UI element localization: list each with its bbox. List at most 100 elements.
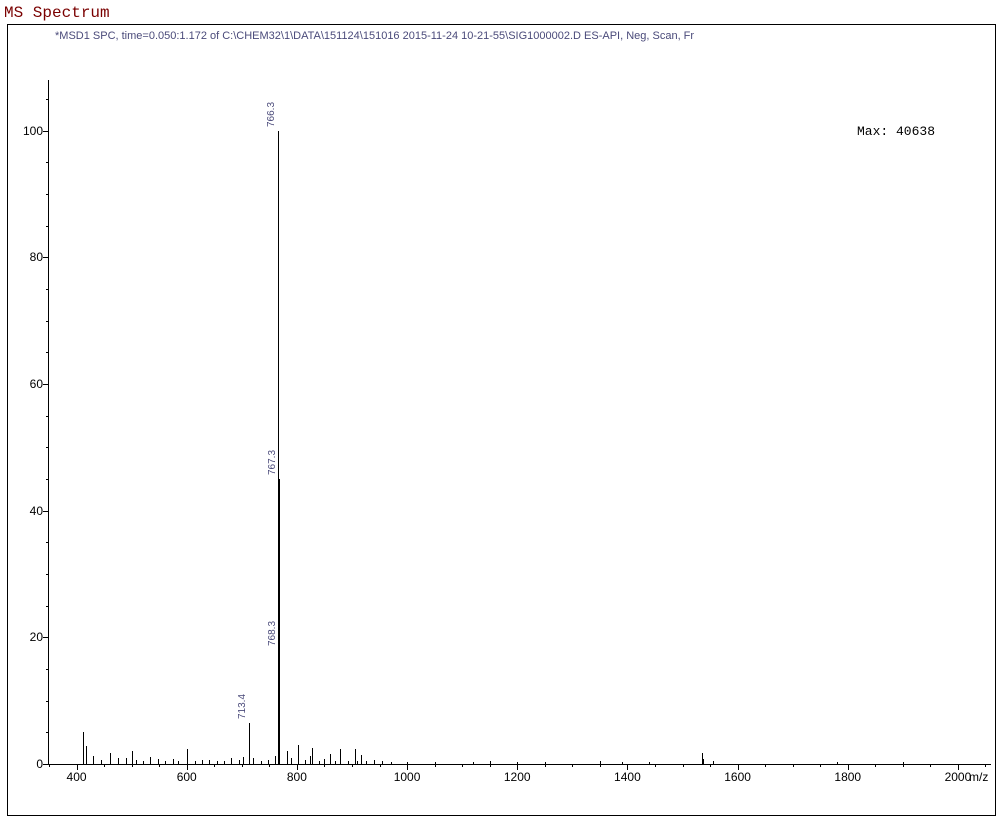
peak <box>143 761 144 764</box>
y-minor-tick <box>46 321 49 322</box>
x-minor-tick <box>572 764 573 767</box>
peak <box>713 761 714 764</box>
peak-label: 768.3 <box>267 621 278 646</box>
y-minor-tick <box>46 732 49 733</box>
x-tick-label: 600 <box>177 764 197 784</box>
peak <box>118 758 119 764</box>
peak <box>126 758 127 764</box>
peak <box>348 761 349 764</box>
peak <box>545 762 546 764</box>
x-minor-tick <box>49 764 50 767</box>
peak <box>366 761 367 764</box>
peak <box>435 762 436 764</box>
peak <box>837 762 838 764</box>
x-minor-tick <box>710 764 711 767</box>
y-minor-tick <box>46 574 49 575</box>
y-tick-label: 60 <box>30 377 49 391</box>
x-minor-tick <box>380 764 381 767</box>
peak <box>158 759 159 764</box>
x-minor-tick <box>765 764 766 767</box>
peak <box>249 723 250 764</box>
window-title: MS Spectrum <box>4 4 110 22</box>
peak <box>490 761 491 764</box>
x-tick-label: 1000 <box>394 764 421 784</box>
peak <box>319 761 320 764</box>
x-minor-tick <box>490 764 491 767</box>
peak <box>391 762 392 764</box>
peak <box>243 757 244 764</box>
peak <box>93 756 94 764</box>
scan-header: *MSD1 SPC, time=0.050:1.172 of C:\CHEM32… <box>55 30 694 42</box>
peak <box>178 761 179 764</box>
x-minor-tick <box>269 764 270 767</box>
peak <box>382 761 383 764</box>
x-minor-tick <box>875 764 876 767</box>
peak <box>195 761 196 764</box>
y-minor-tick <box>46 289 49 290</box>
x-minor-tick <box>820 764 821 767</box>
x-minor-tick <box>683 764 684 767</box>
x-minor-tick <box>214 764 215 767</box>
peak <box>374 760 375 764</box>
peak <box>231 758 232 764</box>
peak <box>903 762 904 764</box>
x-minor-tick <box>600 764 601 767</box>
x-minor-tick <box>132 764 133 767</box>
x-tick-label: 400 <box>67 764 87 784</box>
x-minor-tick <box>655 764 656 767</box>
peak-label: 767.3 <box>267 450 278 475</box>
peak <box>217 761 218 764</box>
y-tick-label: 20 <box>30 630 49 644</box>
peak <box>150 757 151 764</box>
x-minor-tick <box>324 764 325 767</box>
x-tick-label: 1600 <box>724 764 751 784</box>
peak <box>279 650 280 764</box>
peak <box>312 748 313 764</box>
x-minor-tick <box>352 764 353 767</box>
peak <box>291 758 292 764</box>
peak <box>355 749 356 764</box>
peak <box>132 751 133 764</box>
y-minor-tick <box>46 542 49 543</box>
peak <box>209 760 210 764</box>
peak <box>110 753 111 764</box>
y-minor-tick <box>46 99 49 100</box>
peak <box>224 761 225 764</box>
peak <box>287 751 288 764</box>
peak-label: 766.3 <box>266 102 277 127</box>
y-tick-label: 40 <box>30 504 49 518</box>
peak <box>600 761 601 764</box>
x-tick-label: 1400 <box>614 764 641 784</box>
peak <box>165 761 166 764</box>
x-minor-tick <box>903 764 904 767</box>
peak <box>357 761 358 764</box>
peak <box>136 760 137 764</box>
peak <box>187 749 188 764</box>
x-tick-label: 2000 <box>945 764 972 784</box>
peak <box>473 762 474 764</box>
peak <box>86 746 87 764</box>
peak <box>335 761 336 764</box>
y-minor-tick <box>46 226 49 227</box>
y-minor-tick <box>46 416 49 417</box>
peak <box>361 755 362 764</box>
x-minor-tick <box>242 764 243 767</box>
peak <box>330 754 331 764</box>
y-minor-tick <box>46 479 49 480</box>
peak <box>703 759 704 764</box>
peak <box>202 760 203 764</box>
x-minor-tick <box>462 764 463 767</box>
y-tick-label: 100 <box>23 124 49 138</box>
peak <box>268 760 269 764</box>
x-minor-tick <box>435 764 436 767</box>
y-minor-tick <box>46 669 49 670</box>
y-tick-label: 80 <box>30 250 49 264</box>
y-minor-tick <box>46 162 49 163</box>
x-unit-label: m/z <box>969 764 988 784</box>
x-minor-tick <box>793 764 794 767</box>
y-minor-tick <box>46 352 49 353</box>
peak <box>239 760 240 764</box>
peak <box>298 745 299 764</box>
peak <box>340 749 341 764</box>
x-minor-tick <box>545 764 546 767</box>
